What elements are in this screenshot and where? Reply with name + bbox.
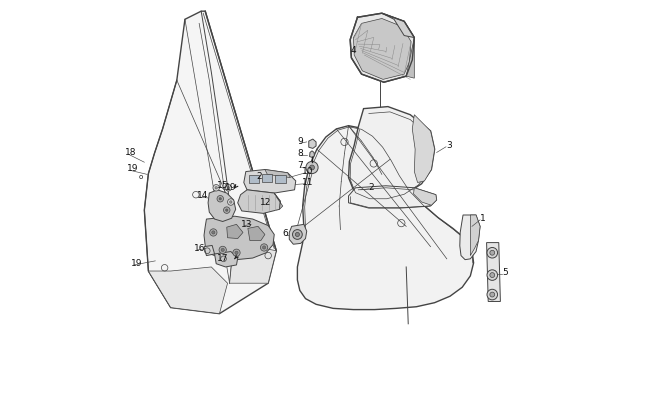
Circle shape bbox=[212, 231, 215, 234]
Circle shape bbox=[226, 209, 228, 212]
Polygon shape bbox=[460, 215, 480, 260]
Circle shape bbox=[235, 252, 238, 255]
Text: 14: 14 bbox=[197, 191, 208, 200]
Circle shape bbox=[490, 251, 495, 256]
Polygon shape bbox=[354, 19, 411, 80]
Circle shape bbox=[224, 207, 230, 214]
Circle shape bbox=[215, 187, 217, 190]
Polygon shape bbox=[382, 14, 414, 38]
Polygon shape bbox=[238, 190, 280, 214]
Text: 19: 19 bbox=[131, 258, 142, 267]
Text: 19: 19 bbox=[127, 164, 138, 173]
Circle shape bbox=[227, 199, 234, 206]
Circle shape bbox=[219, 198, 222, 200]
Circle shape bbox=[487, 290, 497, 300]
Circle shape bbox=[490, 273, 495, 278]
Circle shape bbox=[295, 233, 300, 237]
Polygon shape bbox=[487, 243, 501, 302]
Circle shape bbox=[217, 196, 224, 202]
Polygon shape bbox=[144, 12, 276, 314]
Polygon shape bbox=[262, 175, 272, 182]
Text: 4: 4 bbox=[351, 46, 357, 55]
Circle shape bbox=[487, 248, 497, 258]
Text: 17: 17 bbox=[216, 253, 228, 262]
Circle shape bbox=[225, 185, 231, 192]
Circle shape bbox=[306, 162, 318, 174]
Polygon shape bbox=[348, 107, 435, 199]
Circle shape bbox=[229, 201, 232, 204]
Polygon shape bbox=[248, 227, 265, 241]
Circle shape bbox=[219, 247, 226, 254]
Text: 1: 1 bbox=[480, 213, 486, 222]
Polygon shape bbox=[348, 186, 437, 209]
Text: 19: 19 bbox=[225, 183, 237, 192]
Circle shape bbox=[221, 249, 224, 252]
Polygon shape bbox=[412, 115, 435, 183]
Text: 7: 7 bbox=[298, 161, 303, 170]
Text: 11: 11 bbox=[302, 177, 314, 186]
Polygon shape bbox=[298, 126, 474, 310]
Text: 3: 3 bbox=[446, 141, 452, 149]
Polygon shape bbox=[413, 188, 437, 206]
Polygon shape bbox=[204, 217, 274, 260]
Circle shape bbox=[263, 246, 266, 249]
Text: 15: 15 bbox=[217, 180, 229, 189]
Polygon shape bbox=[274, 194, 283, 210]
Polygon shape bbox=[276, 176, 285, 183]
Text: 6: 6 bbox=[283, 229, 289, 238]
Polygon shape bbox=[148, 267, 228, 314]
Polygon shape bbox=[214, 252, 238, 267]
Circle shape bbox=[213, 185, 220, 192]
Text: 8: 8 bbox=[298, 149, 303, 158]
Circle shape bbox=[261, 244, 268, 252]
Text: 2: 2 bbox=[369, 183, 374, 192]
Polygon shape bbox=[406, 38, 414, 79]
Polygon shape bbox=[471, 215, 480, 256]
Text: 5: 5 bbox=[502, 268, 508, 277]
Polygon shape bbox=[309, 151, 315, 158]
Text: 16: 16 bbox=[194, 243, 206, 252]
Circle shape bbox=[210, 229, 217, 237]
Circle shape bbox=[227, 187, 229, 190]
Polygon shape bbox=[204, 246, 214, 256]
Polygon shape bbox=[350, 14, 414, 83]
Circle shape bbox=[490, 292, 495, 297]
Polygon shape bbox=[289, 225, 307, 245]
Circle shape bbox=[487, 270, 497, 281]
Polygon shape bbox=[227, 225, 243, 239]
Text: 9: 9 bbox=[298, 137, 303, 146]
Polygon shape bbox=[229, 243, 276, 284]
Polygon shape bbox=[309, 140, 316, 149]
Text: 2: 2 bbox=[257, 172, 263, 181]
Circle shape bbox=[233, 249, 240, 257]
Polygon shape bbox=[249, 176, 259, 183]
Polygon shape bbox=[244, 170, 296, 194]
Polygon shape bbox=[208, 190, 236, 222]
Polygon shape bbox=[265, 170, 291, 178]
Text: 18: 18 bbox=[125, 148, 136, 157]
Text: o: o bbox=[139, 173, 143, 179]
Text: 10: 10 bbox=[302, 166, 314, 175]
Text: 13: 13 bbox=[241, 219, 253, 228]
Text: 12: 12 bbox=[260, 198, 272, 207]
Circle shape bbox=[292, 230, 302, 240]
Circle shape bbox=[309, 166, 315, 171]
